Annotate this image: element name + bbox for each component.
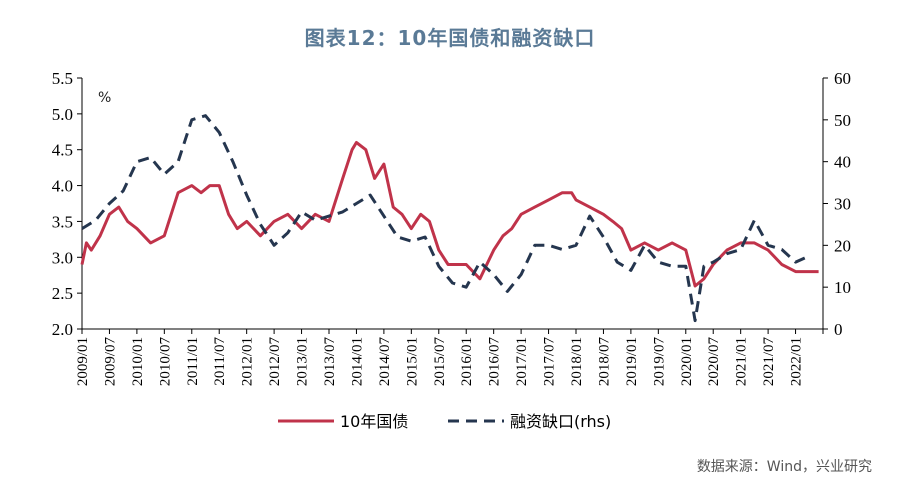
y-left-tick-label: 4.0 <box>52 177 73 196</box>
x-tick-label: 2019/01 <box>624 337 640 386</box>
y-right-tick-label: 40 <box>834 153 851 172</box>
x-tick-label: 2009/01 <box>75 337 91 386</box>
x-tick-label: 2017/01 <box>514 337 530 386</box>
x-tick-label: 2018/01 <box>569 337 585 386</box>
legend: 10年国债 融资缺口(rhs) <box>278 412 611 431</box>
x-tick-label: 2022/01 <box>789 337 805 386</box>
series-lines <box>80 114 819 323</box>
series-line-financing-gap <box>81 114 806 323</box>
x-tick-label: 2015/07 <box>432 337 448 387</box>
x-tick-label: 2013/01 <box>295 337 311 386</box>
x-tick-label: 2012/01 <box>240 337 256 386</box>
y-left-tick-label: 4.5 <box>52 141 73 160</box>
legend-item-financing-gap: 融资缺口(rhs) <box>448 412 611 431</box>
x-tick-label: 2010/07 <box>157 337 173 387</box>
y-right-tick-label: 20 <box>834 236 851 255</box>
y-right-tick-label: 50 <box>834 111 851 130</box>
chart-title: 图表12：10年国债和融资缺口 <box>304 26 596 50</box>
x-tick-label: 2009/07 <box>102 337 118 387</box>
y-left-tick-label: 2.5 <box>52 284 73 303</box>
x-tick-label: 2020/07 <box>706 337 722 387</box>
x-tick-label: 2019/07 <box>651 337 667 387</box>
x-tick-label: 2010/01 <box>130 337 146 386</box>
x-tick-label: 2011/01 <box>185 337 201 386</box>
y-left-tick-label: 3.0 <box>52 248 73 267</box>
y-right-tick-label: 30 <box>834 195 851 214</box>
unit-label: % <box>98 90 111 106</box>
y-left-tick-label: 2.0 <box>52 320 73 339</box>
x-tick-label: 2021/01 <box>734 337 750 386</box>
y-left-tick-label: 3.5 <box>52 212 73 231</box>
legend-label: 10年国债 <box>340 412 408 431</box>
series-line-10y-bond <box>80 141 819 288</box>
y-right-tick-label: 60 <box>834 69 851 88</box>
axes: 2.0 2.5 3.0 3.5 4.0 4.5 5.0 5.5 0 10 20 30 40 50 60 <box>52 69 851 339</box>
y-right-tick-label: 0 <box>834 320 843 339</box>
source-note: 数据来源：Wind，兴业研究 <box>696 459 872 475</box>
x-tick-label: 2016/07 <box>487 337 503 387</box>
x-tick-label: 2012/07 <box>267 337 283 387</box>
x-tick-label: 2018/07 <box>596 337 612 387</box>
x-tick-label: 2017/07 <box>542 337 558 387</box>
x-tick-label: 2014/07 <box>377 337 393 387</box>
x-axis-labels: 2009/01 2009/07 2010/01 2010/07 2011/01 2011/… <box>75 337 805 387</box>
y-left-tick-label: 5.0 <box>52 105 73 124</box>
y-left-tick-label: 5.5 <box>52 69 73 88</box>
x-tick-label: 2015/01 <box>404 337 420 386</box>
x-tick-label: 2013/07 <box>322 337 338 387</box>
x-tick-label: 2011/07 <box>212 337 228 386</box>
x-tick-label: 2016/01 <box>459 337 475 386</box>
x-tick-label: 2020/01 <box>679 337 695 386</box>
x-tick-label: 2021/07 <box>761 337 777 387</box>
x-tick-label: 2014/01 <box>349 337 365 386</box>
legend-label: 融资缺口(rhs) <box>510 412 611 431</box>
y-right-tick-label: 10 <box>834 278 851 297</box>
legend-item-10y-bond: 10年国债 <box>278 412 408 431</box>
